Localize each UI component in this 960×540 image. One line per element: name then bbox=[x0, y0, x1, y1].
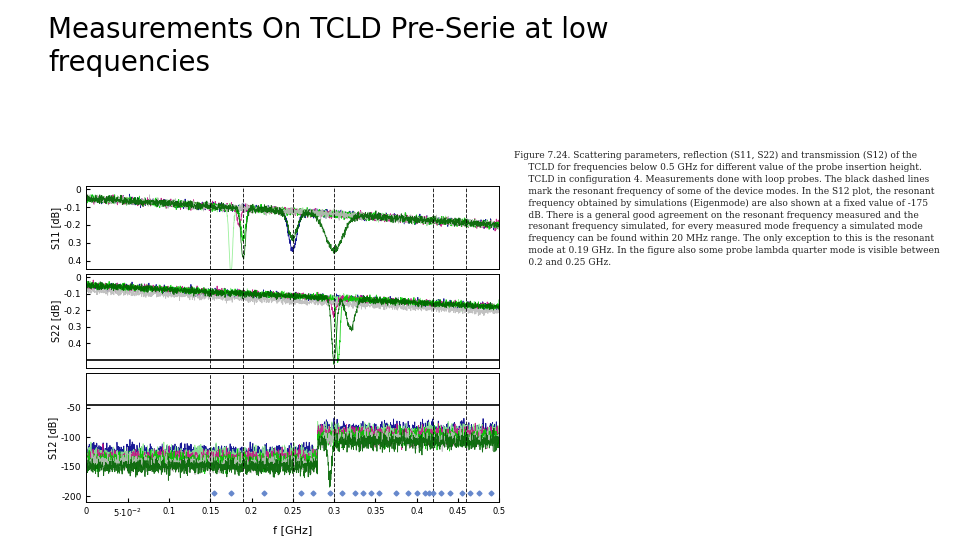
Text: Figure 7.24. Scattering parameters, reflection (S11, S22) and transmission (S12): Figure 7.24. Scattering parameters, refl… bbox=[514, 151, 939, 267]
Legend: P1 30 cm   P2 10 cm, P1 35 cm - P2 40 cm, P1 36 cm   P2 10 cm, P1 38 cm - P2 38 : P1 30 cm P2 10 cm, P1 35 cm - P2 40 cm, … bbox=[90, 421, 239, 502]
Y-axis label: S11 [dB]: S11 [dB] bbox=[51, 206, 61, 249]
X-axis label: f [GHz]: f [GHz] bbox=[274, 525, 312, 535]
Y-axis label: S22 [dB]: S22 [dB] bbox=[51, 300, 61, 342]
Text: Measurements On TCLD Pre-Serie at low
frequencies: Measurements On TCLD Pre-Serie at low fr… bbox=[48, 16, 609, 77]
Y-axis label: S12 [dB]: S12 [dB] bbox=[48, 416, 59, 458]
